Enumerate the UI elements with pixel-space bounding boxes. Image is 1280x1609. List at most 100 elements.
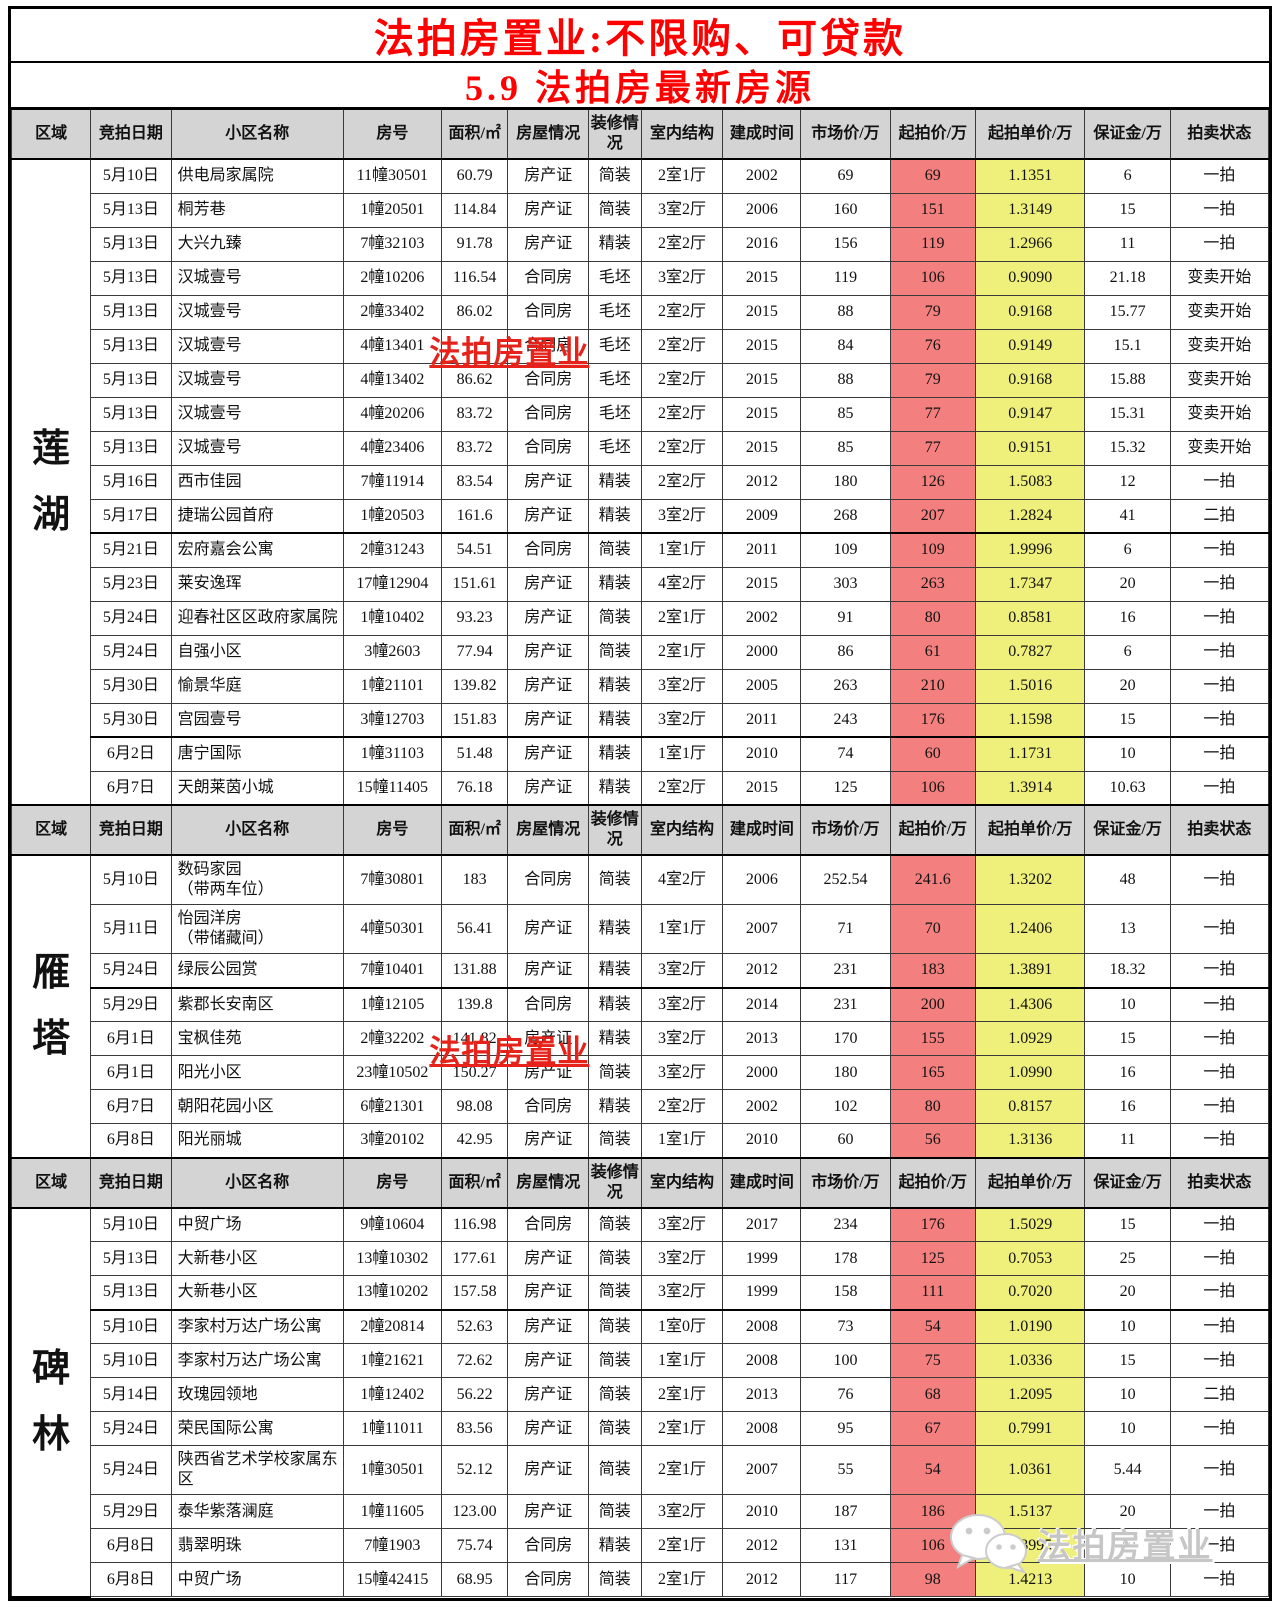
- cell-deposit: 6: [1084, 158, 1171, 194]
- cell-auction-status: 一拍: [1169, 702, 1270, 738]
- cell-start-unit-price: 0.9090: [975, 260, 1086, 296]
- column-header-date: 竞拍日期: [90, 1156, 172, 1209]
- column-header-unit-no: 房号: [342, 1156, 442, 1209]
- cell-area: 72.62: [440, 1343, 509, 1378]
- cell-year-built: 2015: [722, 328, 802, 364]
- cell-year-built: 2008: [722, 1411, 802, 1446]
- cell-unit-no: 1幢10402: [342, 600, 442, 636]
- cell-date: 6月2日: [90, 736, 172, 772]
- cell-unit-no: 6幢21301: [342, 1089, 442, 1124]
- cell-start-unit-price: 1.5016: [975, 668, 1086, 704]
- cell-auction-status: 一拍: [1169, 158, 1270, 194]
- cell-housing-cert: 房产证: [507, 1494, 589, 1529]
- column-header-year-built: 建成时间: [722, 108, 802, 160]
- cell-date: 5月11日: [90, 904, 172, 954]
- cell-market-price: 180: [800, 1055, 891, 1090]
- cell-layout: 2室2厅: [640, 294, 724, 330]
- cell-year-built: 2015: [722, 362, 802, 398]
- cell-date: 5月13日: [90, 1275, 172, 1311]
- cell-market-price: 252.54: [800, 854, 891, 905]
- cell-start-price: 125: [889, 1241, 977, 1276]
- cell-start-unit-price: 1.3149: [975, 192, 1086, 228]
- cell-year-built: 2016: [722, 226, 802, 262]
- cell-date: 6月8日: [90, 1123, 172, 1158]
- cell-year-built: 2015: [722, 566, 802, 602]
- cell-layout: 2室2厅: [640, 396, 724, 432]
- cell-market-price: 55: [800, 1445, 891, 1495]
- cell-unit-no: 7幢11914: [342, 464, 442, 500]
- cell-date: 5月10日: [90, 1309, 172, 1344]
- cell-auction-status: 一拍: [1169, 770, 1270, 806]
- cell-housing-cert: 合同房: [507, 854, 589, 905]
- cell-start-unit-price: 1.0336: [975, 1343, 1086, 1378]
- cell-layout: 1室1厅: [640, 736, 724, 772]
- listing-row: 6月8日 阳光丽城 3幢20102 42.95 房产证 简装 1室1厅 2010 60 56 1.3…: [12, 1123, 1270, 1158]
- cell-community: 唐宁国际: [170, 736, 344, 772]
- cell-layout: 2室1厅: [640, 1528, 724, 1563]
- cell-start-price: 183: [889, 953, 977, 989]
- cell-area: 98.08: [440, 1089, 509, 1124]
- cell-area: 77.94: [440, 634, 509, 670]
- cell-year-built: 2002: [722, 158, 802, 194]
- listing-row: 雁塔 5月10日 数码家园 （带两车位） 7幢30801 183 合同房 简装 4室2厅 200…: [10, 854, 1270, 1159]
- column-header-community: 小区名称: [170, 1156, 344, 1209]
- cell-layout: 2室2厅: [640, 430, 724, 466]
- cell-layout: 3室2厅: [640, 1021, 724, 1056]
- cell-deposit: 15.88: [1084, 362, 1171, 398]
- cell-area: 75.74: [440, 1528, 509, 1563]
- cell-area: 183: [440, 854, 509, 905]
- cell-community: 汉城壹号: [170, 260, 344, 296]
- cell-decoration: 精装: [587, 498, 642, 534]
- cell-unit-no: 4幢50301: [342, 904, 442, 954]
- column-header-market-price: 市场价/万: [800, 1156, 891, 1209]
- listing-row: 碑林 5月10日 中贸广场 9幢10604 116.98 合同房 简装 3室2厅 2017 234…: [10, 1207, 1270, 1598]
- listing-row: 5月24日 迎春社区区政府家属院 1幢10402 93.23 房产证 简装 2室1厅 2002…: [12, 600, 1270, 636]
- cell-unit-no: 13幢10202: [342, 1275, 442, 1311]
- cell-area: 91.78: [440, 226, 509, 262]
- cell-housing-cert: 房产证: [507, 498, 589, 534]
- cell-area: 52.63: [440, 1309, 509, 1344]
- listing-row: 5月10日 李家村万达广场公寓 1幢21621 72.62 房产证 简装 1室1厅 2008 1…: [12, 1343, 1270, 1378]
- cell-date: 5月10日: [90, 1207, 172, 1242]
- cell-deposit: 12: [1084, 464, 1171, 500]
- cell-unit-no: 1幢12105: [342, 987, 442, 1022]
- cell-date: 5月17日: [90, 498, 172, 534]
- cell-housing-cert: 房产证: [507, 1377, 589, 1412]
- cell-date: 6月7日: [90, 770, 172, 806]
- cell-housing-cert: 房产证: [507, 1309, 589, 1344]
- cell-start-price: 176: [889, 702, 977, 738]
- cell-community: 大新巷小区: [170, 1241, 344, 1276]
- cell-date: 5月13日: [90, 362, 172, 398]
- auction-listing-page: 法拍房置业:不限购、可贷款 5.9 法拍房最新房源 区域 竞拍日期 小区名称 房号 面积…: [0, 6, 1280, 1601]
- cell-start-price: 54: [889, 1309, 977, 1344]
- cell-auction-status: 一拍: [1169, 634, 1270, 670]
- cell-market-price: 156: [800, 226, 891, 262]
- watermark-gray-text: 法拍房置业: [1037, 1526, 1213, 1564]
- cell-year-built: 1999: [722, 1241, 802, 1276]
- cell-auction-status: 一拍: [1169, 1343, 1270, 1378]
- cell-market-price: 71: [800, 904, 891, 954]
- cell-start-unit-price: 1.0929: [975, 1021, 1086, 1056]
- cell-layout: 4室2厅: [640, 854, 724, 905]
- cell-decoration: 精装: [587, 987, 642, 1022]
- column-header-housing-cert: 房屋情况: [507, 108, 589, 160]
- cell-year-built: 2002: [722, 1089, 802, 1124]
- cell-unit-no: 4幢13401: [342, 328, 442, 364]
- cell-date: 5月10日: [90, 854, 172, 905]
- cell-auction-status: 一拍: [1169, 736, 1270, 772]
- cell-decoration: 精装: [587, 904, 642, 954]
- cell-unit-no: 2幢31243: [342, 532, 442, 568]
- cell-year-built: 2008: [722, 1343, 802, 1378]
- cell-deposit: 10: [1084, 987, 1171, 1022]
- cell-date: 5月13日: [90, 430, 172, 466]
- cell-year-built: 2015: [722, 430, 802, 466]
- cell-date: 5月24日: [90, 634, 172, 670]
- cell-layout: 1室1厅: [640, 532, 724, 568]
- cell-date: 5月24日: [90, 1411, 172, 1446]
- cell-decoration: 简装: [587, 1494, 642, 1529]
- cell-deposit: 15: [1084, 1207, 1171, 1242]
- cell-decoration: 精装: [587, 226, 642, 262]
- column-header-decoration: 装修情况: [587, 108, 642, 160]
- cell-start-unit-price: 0.8157: [975, 1089, 1086, 1124]
- cell-deposit: 11: [1084, 1123, 1171, 1158]
